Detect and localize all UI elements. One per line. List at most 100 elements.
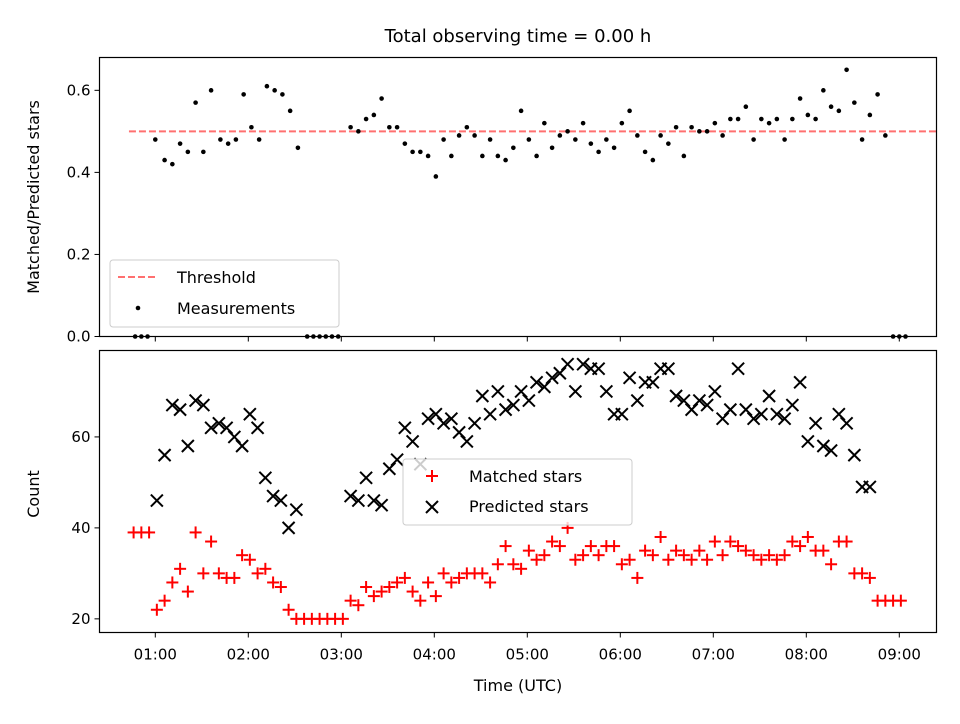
measurement-point [280, 92, 285, 97]
predicted-star-marker [785, 398, 800, 412]
matched-star-marker [553, 540, 566, 553]
predicted-star-stroke-b [188, 393, 203, 408]
matched-star-marker [282, 603, 295, 616]
matched-star-marker [856, 567, 869, 580]
predicted-star-stroke-b [514, 384, 528, 399]
matched-legend-label: Matched stars [469, 467, 582, 486]
predicted-star-stroke-b [863, 480, 877, 494]
measurement-point [875, 92, 880, 97]
predicted-star-stroke-b [405, 434, 420, 449]
measurement-point [348, 124, 353, 130]
measurement-point [720, 133, 725, 138]
matched-star-marker [770, 553, 783, 566]
measurement-point [295, 145, 301, 151]
matched-star-marker [685, 553, 698, 566]
matched-star-marker [530, 553, 543, 566]
top-y-tick-label: 0.2 [67, 245, 91, 263]
matched-star-marker [205, 535, 218, 548]
predicted-star-marker [475, 389, 490, 403]
predicted-star-marker [243, 407, 257, 421]
matched-star-marker [398, 571, 411, 584]
measurement-point [580, 120, 586, 126]
predicted-star-stroke-b [274, 493, 288, 508]
measurement-point [162, 157, 167, 163]
top-legend: Threshold Measurements [109, 259, 340, 328]
measurement-point [511, 145, 516, 151]
predicted-star-marker [708, 384, 722, 399]
predicted-star-marker [157, 448, 172, 462]
measurement-point [828, 104, 834, 110]
measurement-point [170, 161, 175, 167]
predicted-star-marker [405, 434, 420, 449]
matched-star-marker [344, 594, 357, 607]
predicted-star-stroke-b [235, 439, 249, 453]
predicted-star-stroke-b [181, 439, 195, 453]
measurement-point [264, 83, 270, 89]
matched-star-marker [639, 544, 652, 557]
measurement-point [456, 133, 462, 138]
top-y-tick-label: 0.4 [67, 163, 91, 181]
measurement-point [201, 149, 206, 155]
matched-star-marker [437, 567, 450, 580]
predicted-star-marker [731, 361, 745, 376]
measurement-point [689, 124, 694, 130]
matched-star-marker [166, 576, 179, 589]
predicted-star-stroke-b [436, 416, 451, 430]
measurement-point [249, 124, 254, 130]
measurement-point [208, 88, 214, 93]
predicted-star-marker [250, 421, 265, 435]
matched-star-marker [150, 603, 163, 616]
predicted-star-stroke-b [498, 402, 513, 417]
measurement-point [402, 141, 408, 146]
bottom-legend: Matched stars Predicted stars [402, 458, 633, 526]
top-y-tick-label: 0.6 [67, 81, 91, 99]
measurement-point [418, 149, 423, 155]
predicted-star-stroke-b [243, 407, 257, 421]
measurement-point [712, 120, 718, 126]
measurement-point [650, 157, 656, 163]
measurement-point [495, 153, 501, 159]
predicted-star-marker [754, 407, 769, 421]
measurement-point [565, 129, 570, 134]
measurement-point [233, 137, 239, 142]
predicted-star-stroke-b [444, 412, 459, 426]
predicted-star-marker [181, 439, 195, 453]
predicted-star-marker [266, 489, 280, 503]
matched-star-marker [267, 576, 280, 589]
predicted-star-stroke-b [793, 375, 807, 390]
matched-star-marker [670, 544, 683, 557]
predicted-star-marker [762, 389, 776, 403]
measurement-point [185, 149, 191, 155]
matched-star-marker [608, 540, 621, 553]
predicted-star-stroke-b [785, 398, 800, 412]
measurement-point [241, 92, 246, 97]
measurement-point [627, 108, 632, 114]
predicted-star-stroke-b [646, 375, 660, 390]
matched-star-marker [693, 544, 706, 557]
predicted-star-marker [669, 389, 683, 403]
matched-star-marker [654, 530, 667, 543]
predicted-star-marker [522, 393, 536, 408]
matched-star-marker [778, 549, 791, 562]
matched-star-marker [259, 562, 272, 575]
predicted-star-stroke-b [599, 384, 614, 399]
measurement-point [487, 137, 493, 142]
matched-star-marker [158, 594, 171, 607]
predicted-legend-swatch [425, 500, 439, 514]
predicted-star-marker [188, 393, 203, 408]
predicted-star-marker [498, 402, 513, 417]
predicted-star-stroke-b [157, 448, 172, 462]
matched-star-marker [786, 535, 799, 548]
matched-star-marker [414, 594, 427, 607]
predicted-star-marker [196, 398, 211, 412]
predicted-star-marker [374, 498, 389, 512]
predicted-star-stroke-b [475, 389, 490, 403]
measurement-point [387, 124, 392, 130]
measurement-point [596, 149, 601, 155]
measurement-point [743, 104, 749, 110]
measurement-point [464, 124, 470, 130]
matched-star-marker [732, 540, 745, 553]
matched-star-marker [181, 585, 194, 598]
predicted-star-marker [801, 434, 815, 449]
